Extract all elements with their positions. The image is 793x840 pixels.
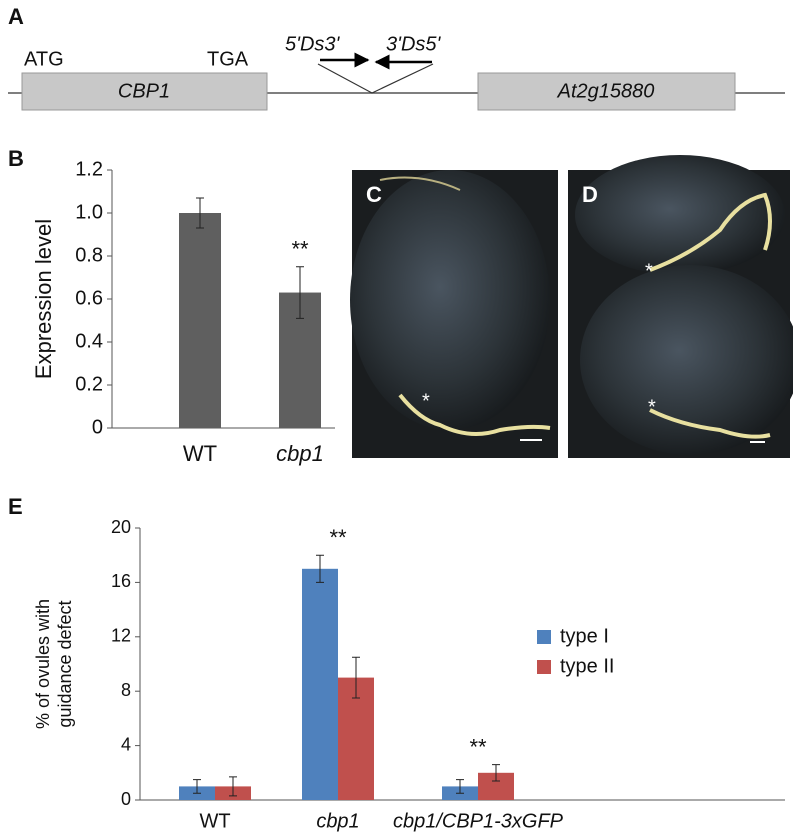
error-bar	[492, 764, 500, 782]
panel-label: B	[8, 146, 24, 171]
y-tick-label: 0	[121, 789, 131, 809]
y-tick-label: 0.2	[75, 373, 103, 395]
image-label: C	[366, 182, 382, 207]
x-tick-label: cbp1	[316, 810, 359, 832]
legend-label: type II	[560, 655, 614, 677]
gene-box	[477, 72, 736, 111]
y-tick-label: 0.4	[75, 330, 103, 352]
panel-label: E	[8, 494, 23, 519]
y-tick-label: 1.0	[75, 201, 103, 223]
image-mark: *	[422, 390, 430, 412]
error-bar	[456, 779, 464, 794]
y-tick-label: 12	[111, 626, 131, 646]
error-bar	[316, 554, 324, 583]
micrograph: D * *	[568, 155, 793, 458]
y-axis-label: guidance defect	[55, 600, 75, 727]
gene-name: CBP1	[118, 80, 170, 102]
start-codon: ATG	[24, 48, 64, 70]
x-tick-label: WT	[199, 810, 230, 832]
micrograph: C *	[350, 170, 558, 458]
y-tick-label: 16	[111, 571, 131, 591]
legend-label: type I	[560, 625, 609, 647]
panel-label: A	[8, 4, 24, 29]
stop-codon: TGA	[207, 48, 249, 70]
gene-box	[21, 72, 268, 111]
legend-swatch	[537, 660, 551, 674]
y-tick-label: 0	[92, 416, 103, 438]
y-tick-label: 4	[121, 734, 131, 754]
error-bar	[196, 197, 204, 229]
x-tick-label: WT	[183, 441, 217, 466]
primer-label: 3'Ds5'	[386, 33, 442, 55]
y-tick-label: 20	[111, 517, 131, 537]
image-mark: *	[648, 396, 656, 418]
x-tick-label: cbp1	[276, 441, 324, 466]
significance: **	[329, 525, 347, 550]
image-label: D	[582, 182, 598, 207]
significance: **	[469, 734, 487, 759]
error-bar	[193, 779, 201, 794]
y-tick-label: 1.2	[75, 158, 103, 180]
significance: **	[291, 237, 309, 262]
primer-label: 5'Ds3'	[285, 33, 341, 55]
x-tick-label: cbp1/CBP1-3xGFP	[393, 810, 564, 832]
bar	[179, 213, 221, 428]
image-mark: *	[645, 260, 653, 282]
y-axis-label: Expression level	[31, 219, 56, 379]
legend-swatch	[537, 630, 551, 644]
bar	[302, 568, 338, 800]
error-bar	[352, 656, 360, 699]
gene-name: At2g15880	[557, 80, 655, 102]
insertion	[317, 63, 434, 94]
error-bar	[296, 266, 304, 319]
y-tick-label: 0.8	[75, 244, 103, 266]
y-tick-label: 8	[121, 680, 131, 700]
y-tick-label: 0.6	[75, 287, 103, 309]
y-axis-label: % of ovules with	[33, 599, 53, 729]
error-bar	[229, 776, 237, 797]
